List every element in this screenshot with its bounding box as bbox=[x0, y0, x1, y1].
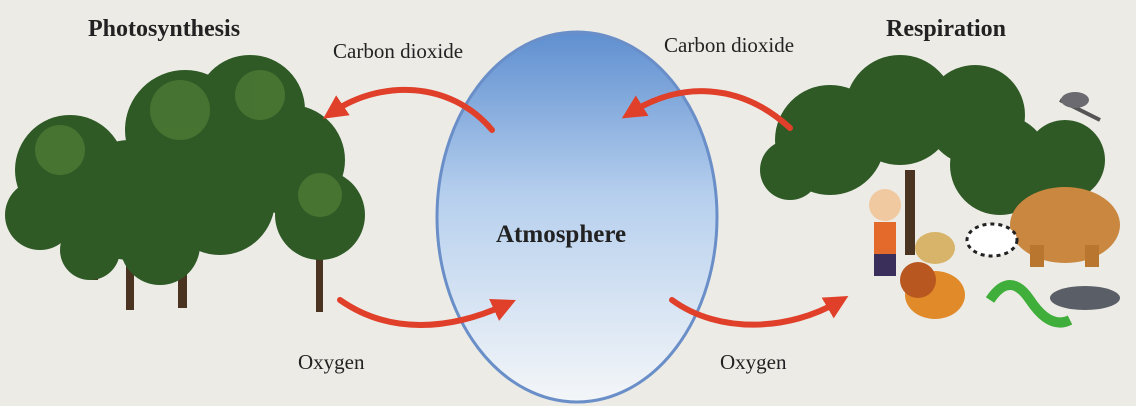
trees bbox=[5, 55, 365, 312]
left-input: Carbon dioxide bbox=[333, 39, 463, 63]
left-output: Oxygen bbox=[298, 350, 365, 374]
right-title: Respiration bbox=[886, 16, 1006, 42]
living-things bbox=[760, 55, 1120, 328]
center-label: Atmosphere bbox=[496, 221, 626, 248]
arrows bbox=[323, 86, 849, 328]
left-title: Photosynthesis bbox=[88, 16, 240, 42]
right-input: Carbon dioxide bbox=[664, 33, 794, 57]
atmosphere-ellipse bbox=[435, 30, 719, 404]
right-output: Oxygen bbox=[720, 350, 787, 374]
